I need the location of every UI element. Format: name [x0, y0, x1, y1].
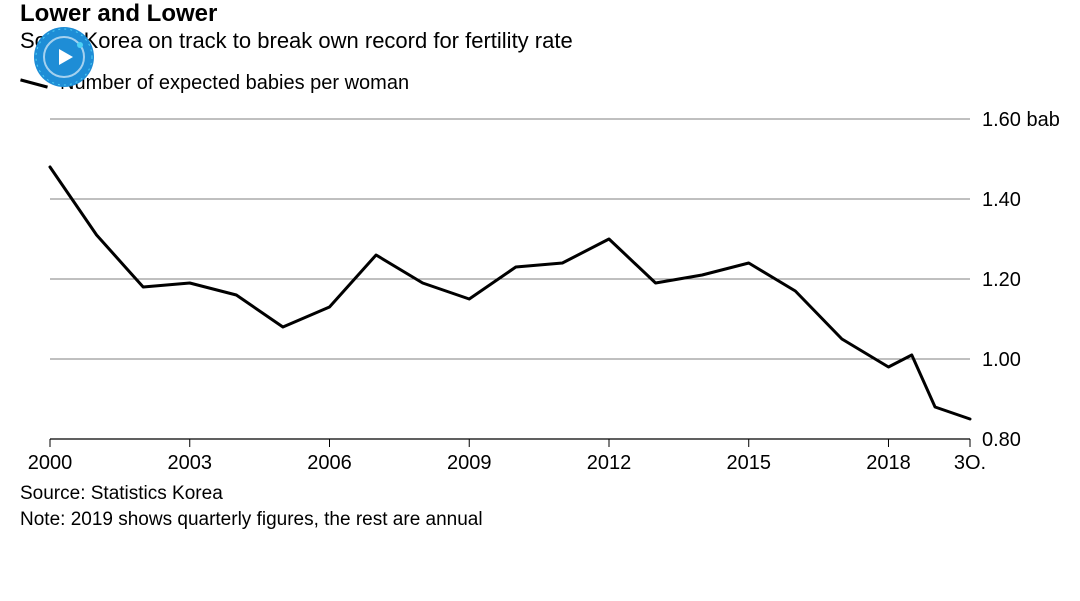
chart-area: 1.60 babies 1.40 1.20 1.00 0.80 2000 2003 2006 2…	[20, 109, 1060, 469]
svg-text:3Q,: 3Q,	[954, 452, 986, 469]
svg-text:2009: 2009	[447, 452, 492, 469]
svg-text:0.80: 0.80	[982, 429, 1021, 451]
svg-text:2006: 2006	[307, 452, 352, 469]
legend: Number of expected babies per woman	[20, 72, 1060, 95]
svg-text:2012: 2012	[587, 452, 632, 469]
svg-text:1.00: 1.00	[982, 349, 1021, 371]
svg-text:1.20: 1.20	[982, 269, 1021, 291]
svg-text:2018: 2018	[866, 452, 911, 469]
line-chart: 1.60 babies 1.40 1.20 1.00 0.80 2000 2003 2006 2…	[20, 109, 1060, 469]
chart-footer: Source: Statistics Korea Note: 2019 show…	[20, 481, 1060, 532]
chart-subtitle: South Korea on track to break own record…	[20, 28, 1060, 54]
legend-label: Number of expected babies per woman	[60, 72, 409, 95]
svg-text:1.40: 1.40	[982, 189, 1021, 211]
chart-title: Lower and Lower	[20, 0, 1060, 28]
legend-line-icon	[20, 78, 48, 88]
svg-text:2015: 2015	[726, 452, 771, 469]
svg-text:2000: 2000	[28, 452, 73, 469]
note-text: Note: 2019 shows quarterly figures, the …	[20, 507, 1060, 533]
svg-text:2003: 2003	[167, 452, 212, 469]
svg-text:1.60 babies: 1.60 babies	[982, 109, 1060, 131]
source-text: Source: Statistics Korea	[20, 481, 1060, 507]
